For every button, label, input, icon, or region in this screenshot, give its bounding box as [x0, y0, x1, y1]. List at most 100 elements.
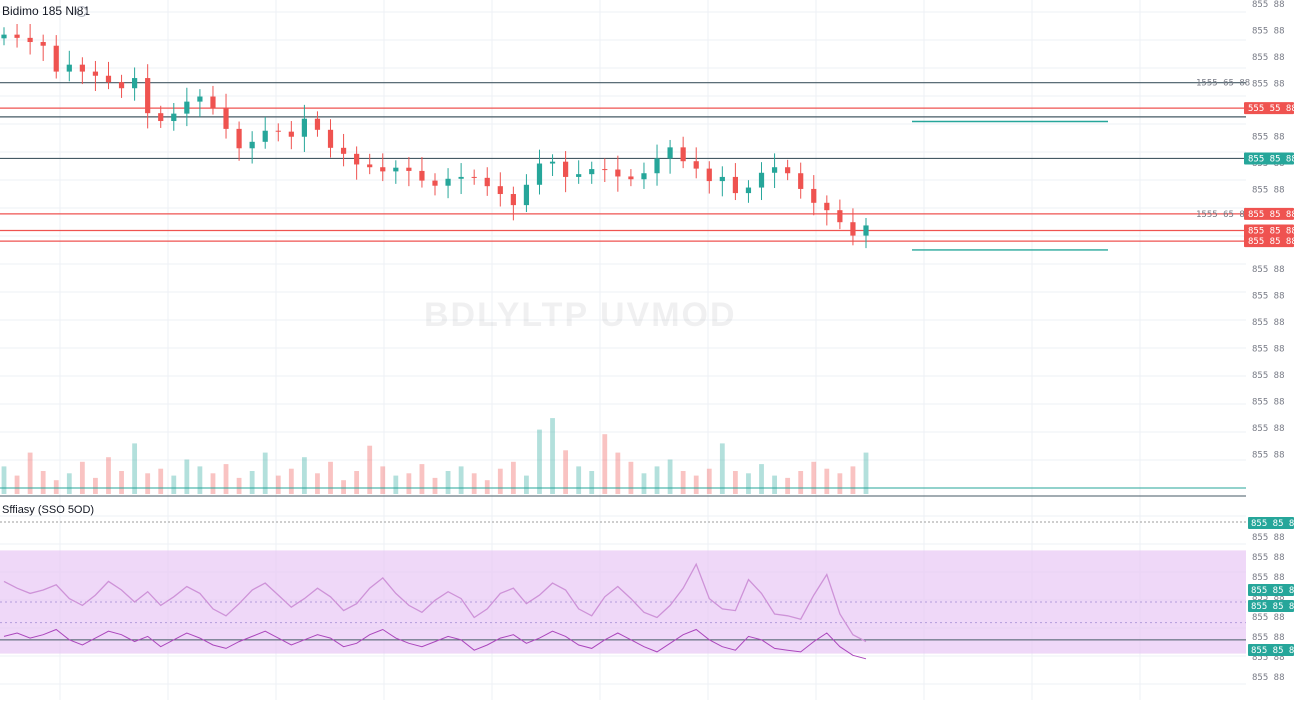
symbol-title[interactable]: Bidimo 185 Nl81: [2, 4, 91, 18]
candle[interactable]: [432, 180, 438, 186]
candle[interactable]: [92, 71, 99, 76]
candle[interactable]: [719, 176, 725, 182]
volume-bar: [628, 461, 634, 494]
candle[interactable]: [105, 75, 112, 83]
candle[interactable]: [589, 169, 595, 175]
candle[interactable]: [523, 184, 530, 206]
candle[interactable]: [27, 37, 33, 43]
candle[interactable]: [497, 186, 503, 195]
price-level-tag: [1244, 235, 1294, 248]
volume-bar: [850, 466, 856, 494]
settings-icon[interactable]: [76, 6, 87, 17]
candle[interactable]: [223, 107, 229, 129]
candle[interactable]: [758, 172, 765, 188]
candle[interactable]: [393, 167, 399, 172]
candle[interactable]: [314, 118, 321, 130]
candle[interactable]: [445, 178, 451, 186]
candle[interactable]: [706, 168, 712, 182]
volume-bar: [524, 475, 529, 494]
candle[interactable]: [471, 176, 477, 178]
price-axis-tick: 855 88: [1252, 186, 1285, 196]
oscillator-fast-line[interactable]: [3, 562, 867, 643]
volume-bar: [798, 471, 804, 494]
candle[interactable]: [602, 169, 608, 171]
candle[interactable]: [641, 173, 647, 180]
oscillator-title[interactable]: Sffiasy (SSO 5OD): [2, 504, 95, 516]
price-axis-tick: 855 88: [1252, 292, 1285, 302]
candle[interactable]: [354, 153, 360, 165]
candle[interactable]: [837, 210, 843, 223]
volume-bar: [576, 466, 582, 494]
price-level-tag-text: 855 85 88: [1248, 237, 1296, 247]
oscillator-slow-line[interactable]: [3, 628, 867, 660]
candle[interactable]: [484, 177, 490, 187]
candle[interactable]: [549, 161, 556, 164]
price-level-label: 1555 65 88: [1196, 210, 1250, 220]
candle[interactable]: [615, 169, 621, 177]
volume-bar: [719, 443, 725, 494]
volume-bar: [863, 452, 869, 494]
candle[interactable]: [745, 187, 752, 194]
candle[interactable]: [732, 176, 738, 194]
candle[interactable]: [419, 170, 425, 181]
oscillator-axis-tick: 855 88: [1252, 613, 1285, 623]
candle[interactable]: [654, 158, 660, 174]
candle[interactable]: [536, 163, 543, 185]
candle[interactable]: [288, 131, 294, 137]
candle[interactable]: [406, 167, 412, 171]
candle[interactable]: [158, 113, 164, 122]
candle[interactable]: [327, 129, 334, 148]
candle[interactable]: [367, 164, 373, 168]
candle[interactable]: [576, 174, 582, 177]
candle[interactable]: [798, 173, 804, 189]
oscillator-tag: [1248, 600, 1294, 612]
volume-bar: [145, 473, 151, 494]
candle[interactable]: [236, 128, 242, 149]
volume-bar: [367, 445, 373, 494]
candle[interactable]: [563, 161, 569, 177]
candle[interactable]: [14, 34, 20, 38]
candle[interactable]: [510, 194, 516, 206]
volume-bar: [746, 473, 751, 494]
candle[interactable]: [145, 78, 151, 114]
volume-bar: [654, 466, 660, 494]
candle[interactable]: [785, 167, 791, 174]
candle[interactable]: [40, 42, 46, 46]
volume-bar: [14, 475, 20, 494]
candle[interactable]: [811, 188, 817, 203]
candle[interactable]: [262, 130, 268, 142]
candle[interactable]: [458, 176, 464, 179]
candle[interactable]: [628, 176, 634, 180]
candle[interactable]: [249, 141, 255, 149]
price-axis-tick: 855 88: [1252, 53, 1285, 63]
candle[interactable]: [693, 161, 699, 169]
candle[interactable]: [79, 64, 85, 72]
price-level-tag: [1244, 152, 1294, 165]
candle[interactable]: [667, 147, 673, 159]
volume-bar: [53, 480, 59, 494]
oscillator-axis-tick: 855 88: [1252, 593, 1285, 603]
candle[interactable]: [824, 202, 830, 211]
candle[interactable]: [118, 82, 125, 89]
volume-bar: [354, 471, 360, 494]
candle[interactable]: [132, 78, 138, 89]
candle[interactable]: [340, 147, 347, 154]
candle[interactable]: [380, 167, 386, 172]
volume-bar: [837, 473, 843, 494]
candle[interactable]: [184, 101, 190, 114]
candle[interactable]: [171, 113, 177, 122]
candle[interactable]: [66, 64, 72, 72]
candle[interactable]: [210, 96, 216, 108]
candle[interactable]: [771, 167, 778, 173]
candle[interactable]: [301, 118, 307, 137]
candle[interactable]: [680, 147, 686, 162]
candle[interactable]: [275, 130, 281, 132]
candle[interactable]: [863, 225, 869, 236]
volume-bar: [497, 468, 503, 494]
candle[interactable]: [197, 96, 203, 102]
candle[interactable]: [53, 45, 59, 72]
candle[interactable]: [850, 222, 856, 236]
candle[interactable]: [1, 34, 7, 39]
